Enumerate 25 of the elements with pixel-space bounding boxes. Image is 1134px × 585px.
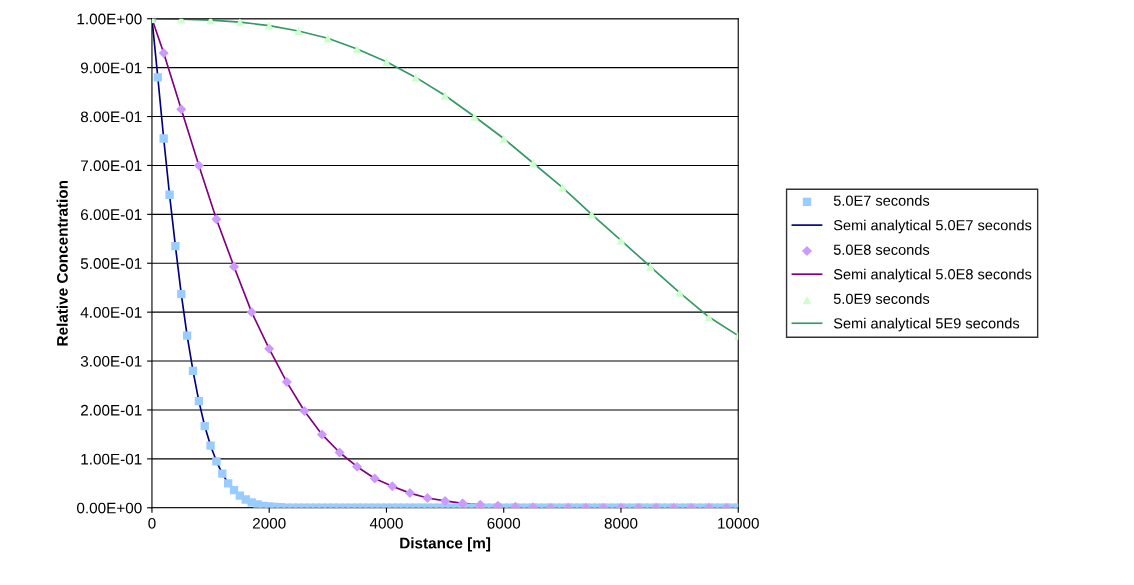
legend-label: 5.0E8 seconds — [833, 244, 930, 255]
y-tick-label: 8.00E-01 — [80, 111, 142, 123]
y-tick-label: 2.00E-01 — [81, 404, 142, 416]
y-tick-label: 1.00E-01 — [81, 453, 142, 465]
y-tick-label: 9.00E-01 — [80, 62, 142, 74]
legend-label: 5.0E9 seconds — [833, 293, 930, 304]
y-tick-label: 5.00E-01 — [80, 258, 142, 269]
y-tick-label: 3.00E-01 — [80, 355, 142, 367]
y-tick-label: 6.00E-01 — [81, 209, 142, 221]
x-tick-label: 2000 — [252, 517, 286, 529]
y-tick-label: 1.00E+00 — [77, 13, 142, 25]
y-tick-label: 0.00E+00 — [76, 502, 142, 514]
x-tick-label: 6000 — [487, 517, 521, 529]
legend-label: 5.0E7 seconds — [833, 195, 930, 206]
legend-label: Semi analytical 5.0E7 seconds — [833, 219, 1032, 234]
legend-label: Semi analytical 5E9 seconds — [833, 317, 1020, 332]
x-tick-label: 4000 — [369, 517, 403, 529]
x-tick-label: 8000 — [604, 517, 638, 529]
x-axis-title: Distance [m] — [400, 537, 491, 552]
y-axis-title: Relative Concentration — [56, 180, 68, 346]
y-tick-label: 4.00E-01 — [80, 307, 142, 318]
x-tick-label: 10000 — [718, 517, 759, 529]
legend-label: Semi analytical 5.0E8 seconds — [833, 268, 1032, 283]
y-tick-label: 7.00E-01 — [81, 160, 142, 172]
x-tick-label: 0 — [148, 517, 156, 529]
